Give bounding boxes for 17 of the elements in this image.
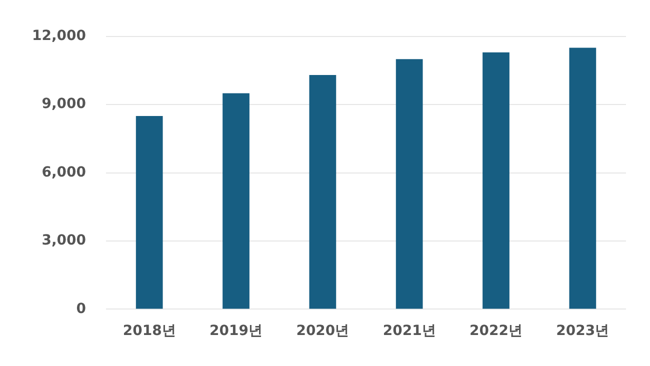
y-tick-label: 0 <box>76 300 86 317</box>
bar <box>309 75 336 309</box>
y-tick-label: 12,000 <box>32 28 86 44</box>
bar <box>569 48 596 309</box>
bar <box>396 59 423 309</box>
bar <box>222 93 250 309</box>
x-tick-label: 2022년 <box>470 323 522 340</box>
bar <box>136 116 163 309</box>
y-tick-label: 6,000 <box>42 164 86 180</box>
y-tick-label: 9,000 <box>42 96 86 112</box>
x-tick-label: 2018년 <box>122 323 176 340</box>
x-tick-label: 2021년 <box>382 323 436 340</box>
x-tick-label: 2019년 <box>210 323 263 340</box>
x-tick-label: 2020년 <box>296 323 350 340</box>
bar <box>482 52 510 309</box>
x-tick-label: 2023년 <box>556 323 610 340</box>
y-tick-label: 3,000 <box>42 232 86 249</box>
